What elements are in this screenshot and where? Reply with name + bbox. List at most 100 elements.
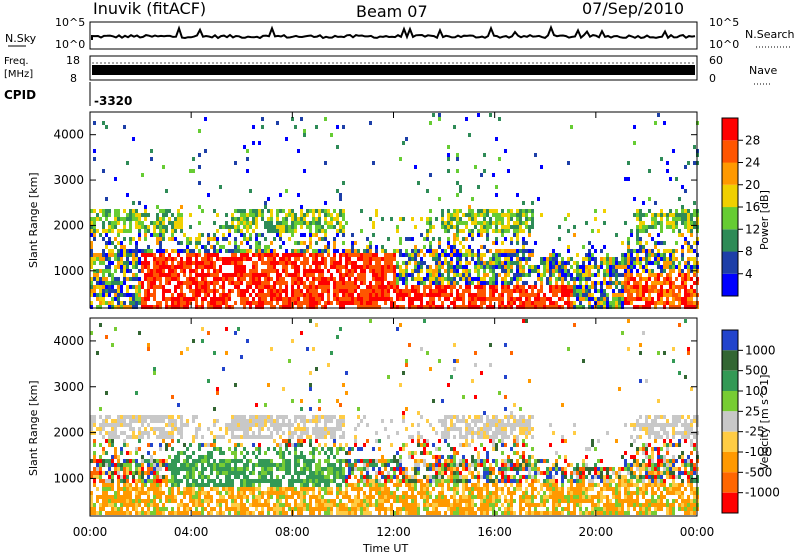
heatmap-cell: [456, 273, 459, 277]
heatmap-cell: [177, 459, 180, 463]
heatmap-cell: [138, 221, 141, 225]
heatmap-cell: [312, 293, 315, 297]
heatmap-cell: [153, 289, 156, 293]
heatmap-cell: [201, 265, 204, 269]
heatmap-cell: [159, 475, 162, 479]
heatmap-cell: [264, 491, 267, 495]
heatmap-cell: [150, 455, 153, 459]
heatmap-cell: [180, 285, 183, 289]
heatmap-cell: [339, 301, 342, 305]
heatmap-cell: [171, 487, 174, 491]
heatmap-cell: [111, 435, 114, 439]
heatmap-cell: [195, 467, 198, 471]
heatmap-cell: [627, 245, 630, 249]
heatmap-cell: [114, 265, 117, 269]
heatmap-cell: [252, 297, 255, 301]
heatmap-cell: [645, 301, 648, 305]
heatmap-cell: [462, 269, 465, 273]
heatmap-cell: [156, 273, 159, 277]
heatmap-cell: [174, 285, 177, 289]
heatmap-cell: [276, 495, 279, 499]
heatmap-cell: [345, 491, 348, 495]
heatmap-cell: [507, 253, 510, 257]
heatmap-cell: [258, 479, 261, 483]
heatmap-cell: [129, 229, 132, 233]
heatmap-cell: [354, 463, 357, 467]
heatmap-cell: [639, 221, 642, 225]
heatmap-cell: [198, 289, 201, 293]
heatmap-cell: [219, 451, 222, 455]
heatmap-cell: [480, 233, 483, 237]
heatmap-cell: [147, 507, 150, 511]
heatmap-cell: [108, 511, 111, 515]
heatmap-cell: [261, 491, 264, 495]
heatmap-cell: [228, 459, 231, 463]
heatmap-cell: [276, 443, 279, 447]
heatmap-cell: [249, 277, 252, 281]
heatmap-cell: [396, 261, 399, 265]
heatmap-cell: [111, 483, 114, 487]
heatmap-cell: [183, 293, 186, 297]
heatmap-cell: [324, 487, 327, 491]
heatmap-cell: [372, 447, 375, 451]
heatmap-cell: [243, 297, 246, 301]
heatmap-cell: [468, 253, 471, 257]
heatmap-cell: [147, 503, 150, 507]
heatmap-cell: [258, 297, 261, 301]
heatmap-cell: [588, 297, 591, 301]
heatmap-cell: [330, 487, 333, 491]
heatmap-cell: [111, 253, 114, 257]
heatmap-cell: [201, 327, 204, 331]
heatmap-cell: [384, 257, 387, 261]
heatmap-cell: [114, 455, 117, 459]
heatmap-cell: [336, 125, 339, 129]
heatmap-cell: [369, 319, 372, 323]
heatmap-cell: [516, 297, 519, 301]
heatmap-cell: [309, 301, 312, 305]
heatmap-cell: [321, 285, 324, 289]
heatmap-cell: [141, 415, 144, 419]
heatmap-cell: [438, 237, 441, 241]
heatmap-cell: [507, 297, 510, 301]
heatmap-cell: [111, 241, 114, 245]
heatmap-cell: [120, 423, 123, 427]
heatmap-cell: [366, 245, 369, 249]
heatmap-cell: [99, 479, 102, 483]
heatmap-cell: [240, 487, 243, 491]
heatmap-cell: [141, 269, 144, 273]
heatmap-cell: [258, 431, 261, 435]
heatmap-cell: [102, 261, 105, 265]
heatmap-cell: [327, 419, 330, 423]
heatmap-cell: [246, 475, 249, 479]
heatmap-cell: [204, 265, 207, 269]
heatmap-cell: [333, 499, 336, 503]
heatmap-cell: [474, 269, 477, 273]
heatmap-cell: [480, 213, 483, 217]
heatmap-cell: [147, 269, 150, 273]
heatmap-cell: [669, 253, 672, 257]
heatmap-cell: [99, 407, 102, 411]
heatmap-cell: [513, 225, 516, 229]
heatmap-cell: [357, 293, 360, 297]
heatmap-cell: [207, 301, 210, 305]
heatmap-cell: [681, 277, 684, 281]
heatmap-cell: [570, 301, 573, 305]
heatmap-cell: [399, 289, 402, 293]
heatmap-cell: [282, 217, 285, 221]
heatmap-cell: [231, 221, 234, 225]
heatmap-cell: [327, 301, 330, 305]
heatmap-cell: [171, 459, 174, 463]
heatmap-cell: [339, 423, 342, 427]
heatmap-cell: [348, 463, 351, 467]
heatmap-cell: [300, 451, 303, 455]
heatmap-cell: [168, 237, 171, 241]
heatmap-cell: [339, 269, 342, 273]
heatmap-cell: [219, 185, 222, 189]
heatmap-cell: [213, 221, 216, 225]
heatmap-cell: [297, 249, 300, 253]
heatmap-cell: [222, 499, 225, 503]
heatmap-cell: [231, 491, 234, 495]
heatmap-cell: [285, 447, 288, 451]
heatmap-cell: [234, 415, 237, 419]
heatmap-cell: [150, 293, 153, 297]
